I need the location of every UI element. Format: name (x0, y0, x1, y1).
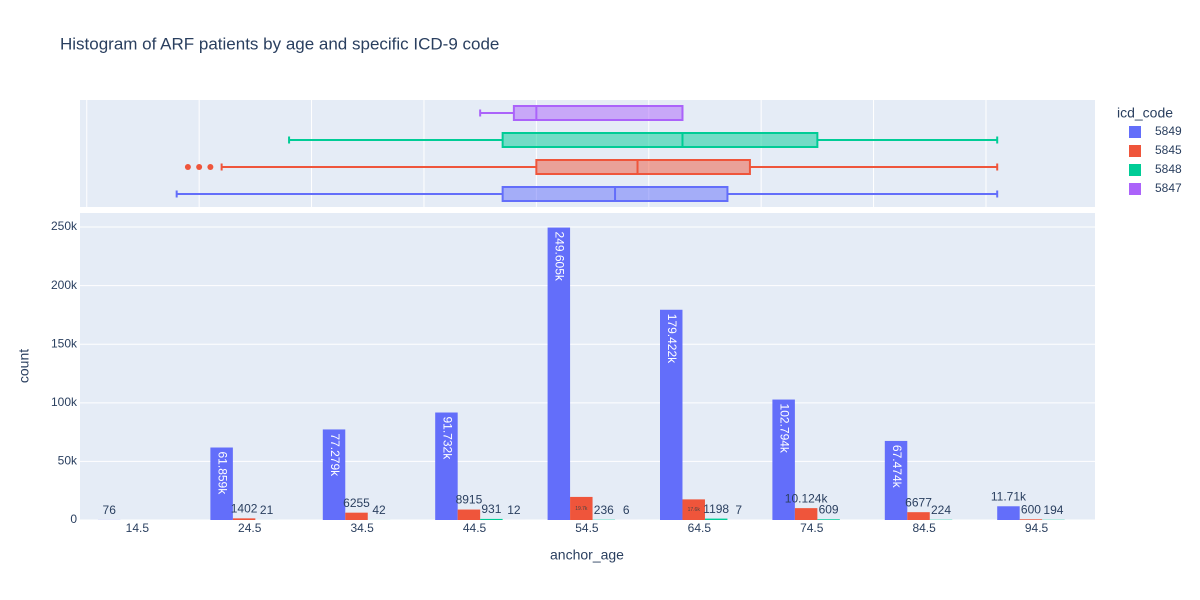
value-label: 1198 (703, 502, 729, 516)
y-tick-label: 100k (51, 395, 78, 409)
value-label: 7 (735, 503, 742, 517)
value-label: 6677 (905, 495, 932, 509)
bar (884, 440, 908, 520)
x-tick-label: 74.5 (800, 521, 824, 535)
value-label: 61.859k (215, 452, 229, 496)
bar (322, 429, 346, 520)
value-label: 42 (372, 503, 386, 517)
value-label: 102.794k (777, 404, 791, 454)
bar (1019, 519, 1043, 520)
legend-label: 5848 (1155, 162, 1182, 176)
legend-label: 5847 (1155, 181, 1182, 195)
legend-label: 5849 (1155, 124, 1182, 138)
y-tick-label: 0 (70, 512, 77, 526)
value-label: 76 (103, 503, 117, 517)
value-label: 249.605k (553, 232, 567, 282)
bar (817, 519, 840, 520)
x-tick-label: 14.5 (126, 521, 150, 535)
y-axis-title: count (16, 349, 32, 383)
value-label: 6 (623, 503, 630, 517)
bar (682, 499, 705, 520)
bar (457, 509, 481, 520)
y-tick-label: 250k (51, 219, 78, 233)
x-tick-label: 84.5 (912, 521, 936, 535)
plot-area (80, 213, 1095, 520)
box (535, 159, 751, 175)
value-label: 236 (594, 503, 614, 517)
x-tick-label: 94.5 (1025, 521, 1049, 535)
bar (435, 412, 458, 520)
outlier (207, 164, 214, 170)
y-tick-label: 50k (58, 454, 78, 468)
bar (345, 512, 368, 520)
x-tick-label: 64.5 (688, 521, 712, 535)
value-label: 77.279k (328, 433, 342, 477)
bar (997, 506, 1020, 520)
bar (480, 518, 503, 520)
value-label: 21 (260, 503, 274, 517)
x-axis-title: anchor_age (550, 547, 624, 563)
legend-swatch (1129, 145, 1141, 157)
x-tick-label: 44.5 (463, 521, 487, 535)
bar (772, 399, 795, 520)
bar (704, 518, 728, 520)
value-label: 17.6k (688, 507, 701, 513)
value-label: 12 (507, 503, 521, 517)
x-tick-label: 24.5 (238, 521, 262, 535)
value-label: 1402 (231, 502, 258, 516)
value-label: 609 (819, 502, 839, 516)
value-label: 179.422k (665, 314, 679, 364)
value-label: 931 (481, 502, 501, 516)
bar (232, 518, 256, 520)
bar (210, 447, 233, 520)
x-tick-label: 34.5 (350, 521, 374, 535)
value-label: 194 (1043, 503, 1063, 517)
bar (907, 512, 930, 520)
value-label: 11.71k (991, 489, 1027, 503)
bar (547, 227, 571, 520)
bar (660, 309, 683, 520)
outlier (196, 164, 203, 170)
value-label: 8915 (456, 493, 483, 507)
legend-label: 5845 (1155, 143, 1182, 157)
legend-swatch (1129, 164, 1141, 176)
y-tick-label: 150k (51, 336, 78, 350)
x-tick-label: 54.5 (575, 521, 599, 535)
value-label: 6255 (343, 496, 370, 510)
value-label: 19.7k (575, 506, 588, 512)
value-label: 600 (1021, 502, 1041, 516)
bar (570, 496, 593, 520)
y-tick-label: 200k (51, 278, 78, 292)
box (501, 132, 819, 148)
outlier (184, 164, 191, 170)
bar (794, 508, 818, 520)
value-label: 224 (931, 503, 951, 517)
legend-title: icd_code (1117, 105, 1173, 121)
chart-title: Histogram of ARF patients by age and spe… (60, 34, 499, 53)
value-label: 67.474k (890, 445, 904, 489)
value-label: 91.732k (440, 417, 454, 461)
value-label: 10.124k (785, 491, 829, 505)
box (512, 105, 684, 121)
legend-swatch (1129, 183, 1141, 195)
legend-swatch (1129, 126, 1141, 138)
